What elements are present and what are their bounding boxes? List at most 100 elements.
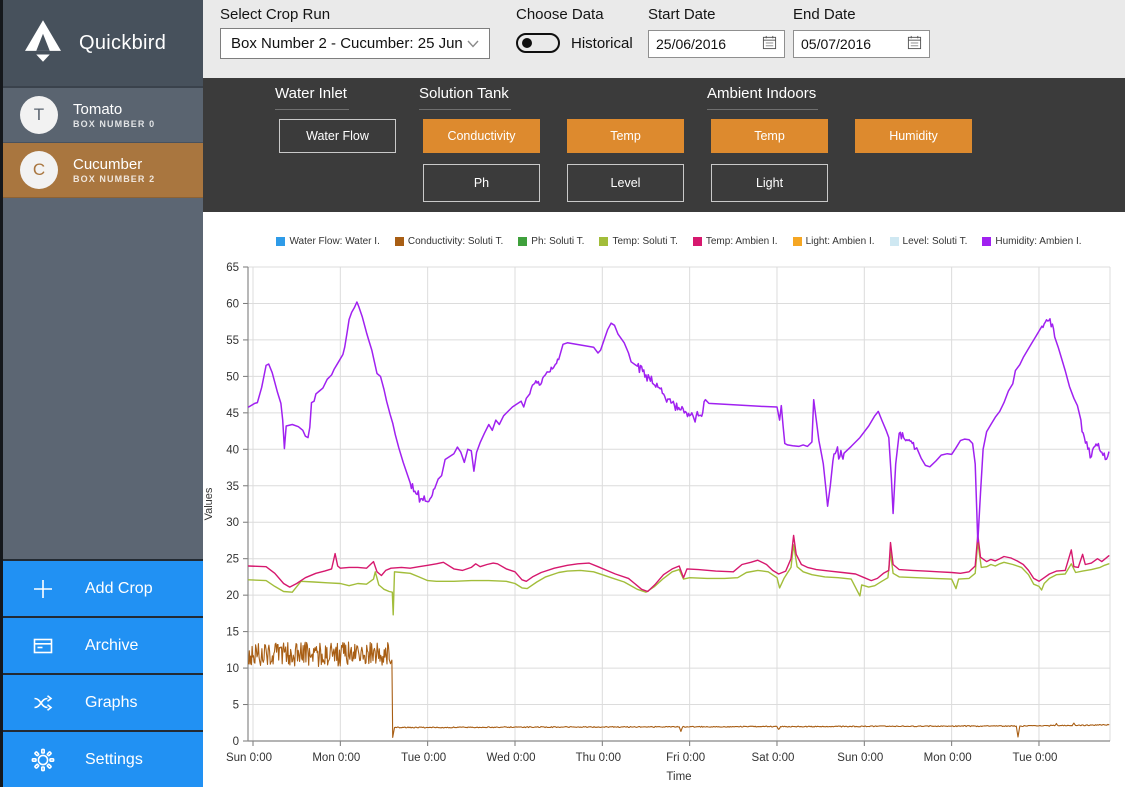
svg-text:60: 60 xyxy=(226,298,239,310)
crop-list: T Tomato BOX NUMBER 0 C Cucumber BOX NUMBER 2 xyxy=(3,88,203,198)
sensor-group-solution-tank: Solution Tank Conductivity Temp Ph Level xyxy=(419,85,684,202)
archive-icon xyxy=(31,634,55,658)
sensor-button-grid: Conductivity Temp Ph Level xyxy=(423,119,684,202)
nav-item-settings[interactable]: Settings xyxy=(3,730,203,787)
svg-text:20: 20 xyxy=(226,590,239,602)
legend-item: Humidity: Ambien I. xyxy=(982,236,1082,247)
svg-text:45: 45 xyxy=(226,408,239,420)
crop-name: Tomato xyxy=(73,101,123,118)
svg-text:10: 10 xyxy=(226,663,239,675)
svg-text:40: 40 xyxy=(226,444,239,456)
sensor-button-grid: Temp Humidity Light xyxy=(711,119,972,202)
legend-label: Temp: Ambien I. xyxy=(705,236,778,247)
legend-item: Water Flow: Water I. xyxy=(276,236,380,247)
app-title: Quickbird xyxy=(79,31,167,54)
sensor-button-grid: Water Flow xyxy=(279,119,396,202)
crop-item-text: Tomato BOX NUMBER 0 xyxy=(73,101,155,129)
sensor-button-conductivity[interactable]: Conductivity xyxy=(423,119,540,153)
series-temp-ambien-i- xyxy=(247,533,1110,593)
chevron-down-icon xyxy=(467,35,479,52)
nav-label: Graphs xyxy=(85,693,138,711)
crop-run-dropdown-value: Box Number 2 - Cucumber: 25 Jun xyxy=(231,35,463,52)
legend-swatch-icon xyxy=(276,237,286,246)
svg-text:25: 25 xyxy=(226,554,239,566)
legend-item: Conductivity: Soluti T. xyxy=(394,236,504,247)
start-date-group: Start Date 25/06/2016 xyxy=(648,6,785,58)
legend-label: Temp: Soluti T. xyxy=(612,236,678,247)
sensor-group-ambient-indoors: Ambient Indoors Temp Humidity Light xyxy=(707,85,972,202)
chart-legend: Water Flow: Water I. Conductivity: Soluti… xyxy=(248,236,1110,247)
nav-label: Archive xyxy=(85,636,139,654)
svg-text:Sun 0:00: Sun 0:00 xyxy=(837,752,883,764)
start-date-input[interactable]: 25/06/2016 xyxy=(648,30,785,58)
svg-text:15: 15 xyxy=(226,627,239,639)
start-date-value: 25/06/2016 xyxy=(656,36,727,52)
end-date-input[interactable]: 05/07/2016 xyxy=(793,30,930,58)
sensor-group-title: Solution Tank xyxy=(419,85,511,110)
toggle-knob xyxy=(522,38,532,48)
legend-item: Level: Soluti T. xyxy=(889,236,968,247)
gear-icon xyxy=(31,748,55,772)
crop-item-cucumber[interactable]: C Cucumber BOX NUMBER 2 xyxy=(3,143,203,198)
calendar-icon xyxy=(907,35,922,53)
choose-data-label: Choose Data xyxy=(516,6,604,23)
svg-text:65: 65 xyxy=(226,262,239,274)
legend-swatch-icon xyxy=(599,237,609,246)
legend-swatch-icon xyxy=(692,237,702,246)
plus-icon xyxy=(31,577,55,601)
app-header: Quickbird xyxy=(3,0,203,88)
end-date-label: End Date xyxy=(793,6,856,23)
crop-run-dropdown[interactable]: Box Number 2 - Cucumber: 25 Jun xyxy=(220,28,490,59)
crop-item-text: Cucumber BOX NUMBER 2 xyxy=(73,156,155,184)
historical-toggle[interactable] xyxy=(516,33,560,53)
sensor-group-title: Water Inlet xyxy=(275,85,349,110)
sensor-button-ph[interactable]: Ph xyxy=(423,164,540,202)
legend-swatch-icon xyxy=(518,237,528,246)
sensor-button-water-flow[interactable]: Water Flow xyxy=(279,119,396,153)
sidebar-filler xyxy=(3,198,203,559)
sensor-button-light[interactable]: Light xyxy=(711,164,828,202)
topbar: Select Crop Run Box Number 2 - Cucumber:… xyxy=(203,0,1125,78)
sensor-button-humidity[interactable]: Humidity xyxy=(855,119,972,153)
legend-label: Level: Soluti T. xyxy=(902,236,968,247)
nav-label: Add Crop xyxy=(85,579,153,597)
svg-text:Thu 0:00: Thu 0:00 xyxy=(576,752,621,764)
sensor-button-temp[interactable]: Temp xyxy=(711,119,828,153)
start-date-label: Start Date xyxy=(648,6,716,23)
series-conductivity-soluti-t- xyxy=(248,641,1110,738)
svg-text:Time: Time xyxy=(666,771,691,783)
sensor-panel: Water Inlet Water Flow Solution Tank Conduc… xyxy=(203,78,1125,212)
sensor-button-level[interactable]: Level xyxy=(567,164,684,202)
series-temp-soluti-t- xyxy=(247,541,1110,616)
sensor-button-temp[interactable]: Temp xyxy=(567,119,684,153)
nav-item-graphs[interactable]: Graphs xyxy=(3,673,203,730)
choose-data-group: Choose Data Historical xyxy=(516,6,633,53)
legend-label: Water Flow: Water I. xyxy=(289,236,380,247)
legend-item: Light: Ambien I. xyxy=(792,236,875,247)
crop-box-number: BOX NUMBER 2 xyxy=(73,174,156,184)
legend-label: Conductivity: Soluti T. xyxy=(407,236,504,247)
legend-item: Temp: Soluti T. xyxy=(599,236,678,247)
svg-text:Sun 0:00: Sun 0:00 xyxy=(226,752,272,764)
nav-item-add-crop[interactable]: Add Crop xyxy=(3,559,203,616)
select-crop-run-group: Select Crop Run Box Number 2 - Cucumber:… xyxy=(220,6,490,59)
timeseries-chart: 0 5 10 15 20 25 30 35 40 45 50 55 60 65 Sun 0:00 Mon 0:… xyxy=(203,262,1111,783)
legend-label: Light: Ambien I. xyxy=(805,236,875,247)
main-area: Select Crop Run Box Number 2 - Cucumber:… xyxy=(203,0,1125,787)
toggle-state-label: Historical xyxy=(571,34,633,52)
svg-text:55: 55 xyxy=(226,335,239,347)
legend-swatch-icon xyxy=(889,237,899,246)
crop-avatar: C xyxy=(20,151,58,189)
svg-text:Mon 0:00: Mon 0:00 xyxy=(924,752,972,764)
svg-text:0: 0 xyxy=(233,736,239,748)
svg-text:50: 50 xyxy=(226,371,239,383)
svg-text:Values: Values xyxy=(203,487,215,520)
svg-text:Tue 0:00: Tue 0:00 xyxy=(1012,752,1057,764)
svg-text:Fri 0:00: Fri 0:00 xyxy=(666,752,705,764)
sensor-group-water-inlet: Water Inlet Water Flow xyxy=(275,85,396,202)
legend-swatch-icon xyxy=(982,237,992,246)
legend-item: Temp: Ambien I. xyxy=(692,236,778,247)
nav-item-archive[interactable]: Archive xyxy=(3,616,203,673)
crop-item-tomato[interactable]: T Tomato BOX NUMBER 0 xyxy=(3,88,203,143)
